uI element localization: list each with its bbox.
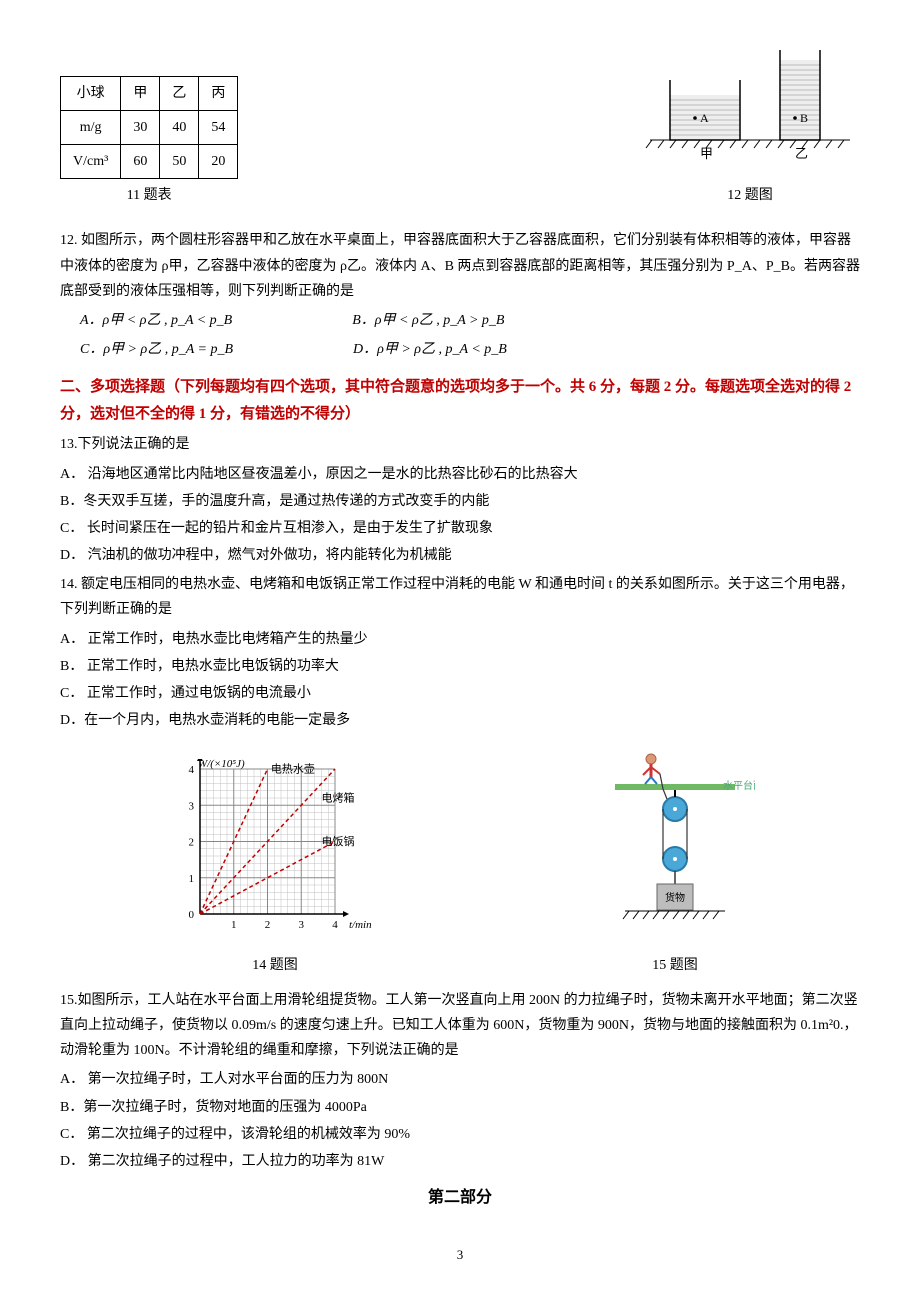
figure-12-wrap: A B 甲 乙 12 题图: [640, 40, 860, 208]
svg-text:3: 3: [189, 801, 195, 813]
svg-text:电热水壶: 电热水壶: [271, 762, 315, 776]
th: 丙: [199, 76, 238, 110]
q14-D: D．在一个月内，电热水壶消耗的电能一定最多: [60, 708, 860, 733]
svg-text:4: 4: [332, 919, 338, 931]
table-row: V/cm³ 60 50 20: [61, 145, 238, 179]
q12-optB: B．ρ甲 < ρ乙 , p_A > p_B: [352, 308, 504, 333]
figure-14-wrap: 1 2 3 4 1 2 3 4 0 电热水壶电烤箱电饭锅 t/min W/(×10⁵J) 14 题图: [165, 759, 385, 977]
svg-text:1: 1: [231, 919, 237, 931]
label-A: A: [700, 111, 709, 125]
cell: m/g: [61, 110, 121, 144]
caption-11: 11 题表: [60, 183, 238, 208]
cell: 50: [160, 145, 199, 179]
figure-12-svg: A B 甲 乙: [640, 40, 860, 170]
table-11: 小球 甲 乙 丙 m/g 30 40 54 V/cm³ 60 50 20: [60, 76, 238, 180]
q15-stem: 15.如图所示，工人站在水平台面上用滑轮组提货物。工人第一次竖直向上用 200N…: [60, 988, 860, 1064]
svg-text:电烤箱: 电烤箱: [322, 791, 355, 805]
cell: 40: [160, 110, 199, 144]
cell: 60: [121, 145, 160, 179]
q13-C: C． 长时间紧压在一起的铅片和金片互相渗入，是由于发生了扩散现象: [60, 516, 860, 541]
svg-text:0: 0: [189, 909, 195, 921]
q13-D: D． 汽油机的做功冲程中，燃气对外做功，将内能转化为机械能: [60, 543, 860, 568]
q12-optD: D．ρ甲 > ρ乙 , p_A < p_B: [353, 337, 507, 362]
q14-A: A． 正常工作时，电热水壶比电烤箱产生的热量少: [60, 627, 860, 652]
th: 小球: [61, 76, 121, 110]
q14-stem: 14. 额定电压相同的电热水壶、电烤箱和电饭锅正常工作过程中消耗的电能 W 和通…: [60, 572, 860, 622]
svg-text:1: 1: [189, 873, 195, 885]
cell: 30: [121, 110, 160, 144]
q13-B: B．冬天双手互搓，手的温度升高，是通过热传递的方式改变手的内能: [60, 489, 860, 514]
svg-text:4: 4: [189, 764, 195, 776]
q12-row1: A．ρ甲 < ρ乙 , p_A < p_B B．ρ甲 < ρ乙 , p_A > …: [80, 308, 860, 333]
svg-text:t/min: t/min: [349, 919, 372, 931]
caption-15: 15 题图: [595, 953, 755, 978]
label-yi: 乙: [795, 146, 808, 161]
q15-B: B．第一次拉绳子时，货物对地面的压强为 4000Pa: [60, 1095, 860, 1120]
q12-optC: C．ρ甲 > ρ乙 , p_A = p_B: [80, 337, 233, 362]
cell: 54: [199, 110, 238, 144]
table-row: m/g 30 40 54: [61, 110, 238, 144]
cell: 20: [199, 145, 238, 179]
figure-15-svg: 水平台面 货物: [595, 739, 755, 939]
section2-head: 二、多项选择题（下列每题均有四个选项，其中符合题意的选项均多于一个。共 6 分，…: [60, 374, 860, 428]
cell: V/cm³: [61, 145, 121, 179]
label-B: B: [800, 111, 808, 125]
q13-A: A． 沿海地区通常比内陆地区昼夜温差小，原因之一是水的比热容比砂石的比热容大: [60, 462, 860, 487]
svg-text:2: 2: [189, 837, 195, 849]
th: 乙: [160, 76, 199, 110]
q14-B: B． 正常工作时，电热水壶比电饭锅的功率大: [60, 654, 860, 679]
svg-text:3: 3: [299, 919, 305, 931]
page-number: 3: [60, 1243, 860, 1266]
q13-stem: 13.下列说法正确的是: [60, 432, 860, 457]
figures-row-11-12: 小球 甲 乙 丙 m/g 30 40 54 V/cm³ 60 50 20 11 …: [60, 40, 860, 208]
q12-stem: 12. 如图所示，两个圆柱形容器甲和乙放在水平桌面上，甲容器底面积大于乙容器底面…: [60, 228, 860, 304]
figures-row-14-15: 123412340电热水壶电烤箱电饭锅t/minW/(×10⁵J) 14 题图 …: [60, 739, 860, 977]
caption-14: 14 题图: [165, 953, 385, 978]
label-cargo: 货物: [665, 891, 685, 904]
label-jia: 甲: [700, 146, 713, 161]
q14-C: C． 正常工作时，通过电饭锅的电流最小: [60, 681, 860, 706]
q15-C: C． 第二次拉绳子的过程中，该滑轮组的机械效率为 90%: [60, 1122, 860, 1147]
svg-text:2: 2: [265, 919, 271, 931]
q15-A: A． 第一次拉绳子时，工人对水平台面的压力为 800N: [60, 1067, 860, 1092]
th: 甲: [121, 76, 160, 110]
q12-optA: A．ρ甲 < ρ乙 , p_A < p_B: [80, 308, 232, 333]
q12-row2: C．ρ甲 > ρ乙 , p_A = p_B D．ρ甲 > ρ乙 , p_A < …: [80, 337, 860, 362]
figure-15-wrap: 水平台面 货物: [595, 739, 755, 977]
svg-text:W/(×10⁵J): W/(×10⁵J): [198, 759, 245, 770]
part2-title: 第二部分: [60, 1184, 860, 1213]
svg-text:电饭锅: 电饭锅: [322, 836, 355, 849]
label-platform: 水平台面: [723, 779, 755, 792]
table-11-wrap: 小球 甲 乙 丙 m/g 30 40 54 V/cm³ 60 50 20 11 …: [60, 76, 238, 209]
caption-12: 12 题图: [640, 183, 860, 208]
q15-D: D． 第二次拉绳子的过程中，工人拉力的功率为 81W: [60, 1149, 860, 1174]
table-row: 小球 甲 乙 丙: [61, 76, 238, 110]
figure-14-svg: 1 2 3 4 1 2 3 4 0 电热水壶电烤箱电饭锅 t/min W/(×10⁵J): [165, 759, 385, 939]
